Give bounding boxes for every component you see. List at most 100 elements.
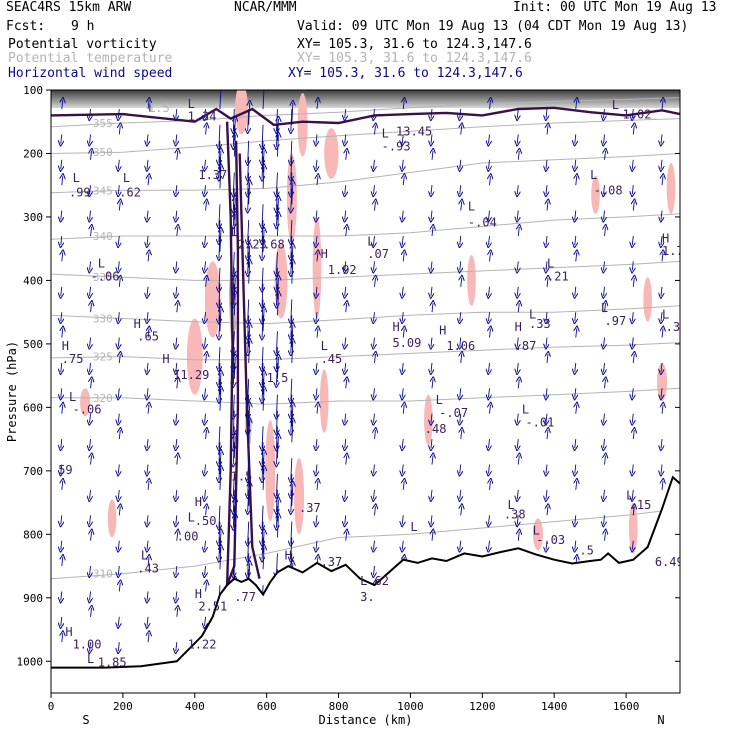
wind-vector-90 (177, 151, 178, 160)
wind-vector-533 (546, 489, 547, 499)
wind-vector-520 (546, 159, 547, 169)
wind-vector-20 (61, 616, 62, 626)
wind-vector-467 (460, 489, 461, 499)
wind-vector-530 (546, 413, 547, 423)
wind-vector-380 (345, 515, 346, 524)
annotation-62: L (188, 511, 195, 525)
wind-vector-414 (403, 252, 404, 262)
y-tick-label-800: 800 (23, 528, 43, 541)
wind-vector-620 (661, 464, 662, 473)
wind-vector-111 (206, 125, 207, 135)
wind-vector-123 (206, 430, 207, 440)
y-tick-label-400: 400 (23, 274, 43, 287)
theta-label-340: 340 (93, 230, 113, 243)
annotation-48: L (382, 127, 389, 141)
wind-vector-547 (575, 286, 576, 296)
wind-vector-527 (546, 337, 547, 347)
wind-vector-585 (633, 125, 634, 135)
wind-vector-307 (291, 109, 292, 131)
wind-vector-598 (632, 464, 633, 473)
wind-vector-424 (402, 515, 403, 524)
wind-vector-366 (346, 151, 347, 160)
wind-vector-125 (205, 489, 206, 499)
wind-vector-466 (460, 464, 461, 473)
annotation-44: L (468, 200, 475, 214)
wind-vector-524 (546, 261, 547, 270)
wind-vector-319 (291, 299, 292, 321)
wind-vector-535 (546, 540, 547, 550)
wind-vector-534 (547, 506, 548, 516)
wind-vector-408 (403, 100, 404, 110)
wind-vector-94 (176, 261, 177, 270)
wind-vector-554 (575, 464, 576, 473)
wind-vector-588 (633, 202, 634, 211)
annotation-25: .45 (321, 352, 343, 366)
wind-vector-455 (460, 185, 461, 194)
wind-vector-59 (118, 489, 119, 499)
annotation-18: H (134, 317, 141, 331)
wind-vector-349 (316, 286, 317, 296)
wind-vector-523 (546, 235, 547, 245)
wind-vector-433 (431, 185, 432, 194)
wind-vector-373 (345, 337, 346, 347)
wind-vector-115 (205, 235, 206, 245)
wind-vector-45 (119, 125, 120, 135)
wind-vector-137 (220, 166, 221, 189)
wind-vector-118 (205, 312, 206, 321)
wind-vector-374 (345, 362, 346, 372)
wind-vector-478 (489, 210, 490, 220)
annotation-6: L (123, 171, 130, 185)
wind-vector-503 (517, 286, 518, 296)
wind-vector-377 (345, 439, 346, 448)
wind-vector-422 (402, 464, 403, 473)
wind-vector-34 (90, 413, 91, 423)
wind-vector-190 (233, 473, 234, 496)
wind-vector-15 (62, 481, 63, 490)
wind-vector-64 (118, 616, 119, 626)
annotation-39: .33 (666, 320, 688, 334)
wind-vector-567 (605, 227, 606, 237)
wind-vector-529 (546, 388, 547, 397)
wind-vector-417 (403, 329, 404, 338)
wind-vector-266 (263, 547, 264, 570)
wind-vector-546 (576, 252, 577, 262)
wind-vector-350 (316, 312, 317, 321)
wind-vector-396 (374, 354, 375, 363)
wind-vector-300 (276, 553, 277, 575)
wind-vector-31 (90, 337, 91, 347)
wind-vector-584 (632, 108, 633, 118)
y-tick-label-1000: 1000 (17, 655, 44, 668)
annotation-64: .00 (177, 530, 199, 544)
pv-shade-14 (467, 255, 476, 306)
annotation-69: .38 (504, 507, 526, 521)
legend-potential-temperature: Potential temperature (8, 51, 173, 66)
wind-vector-32 (90, 362, 91, 372)
wind-vector-69 (148, 176, 149, 186)
wind-vector-397 (373, 388, 374, 397)
wind-vector-79 (147, 439, 148, 448)
x-tick-label-0: 0 (48, 700, 55, 713)
wind-vector-328 (292, 420, 293, 443)
wind-vector-246 (263, 230, 264, 252)
annotation-80: H (285, 549, 292, 563)
wind-vector-16 (61, 515, 62, 524)
annotation-3: 1.34 (188, 109, 217, 123)
wind-vector-431 (431, 134, 432, 143)
x-axis-label: Distance (km) (319, 713, 413, 727)
wind-vector-347 (316, 235, 317, 245)
wind-vector-525 (547, 278, 548, 287)
annotation-35: .21 (547, 269, 569, 283)
wind-vector-617 (661, 388, 662, 397)
annotation-31: .33 (529, 317, 551, 331)
wind-vector-41 (90, 591, 91, 600)
wind-vector-499 (517, 185, 518, 194)
wind-vector-611 (661, 235, 662, 245)
wind-vector-11 (61, 388, 62, 397)
annotation-41: 1.74 (662, 244, 691, 258)
wind-vector-579 (605, 532, 606, 541)
annotation-74: L (410, 520, 417, 534)
wind-vector-53 (118, 337, 119, 347)
wind-vector-378 (346, 455, 347, 465)
annotation-71: -.03 (536, 533, 565, 547)
wind-vector-348 (317, 252, 318, 262)
